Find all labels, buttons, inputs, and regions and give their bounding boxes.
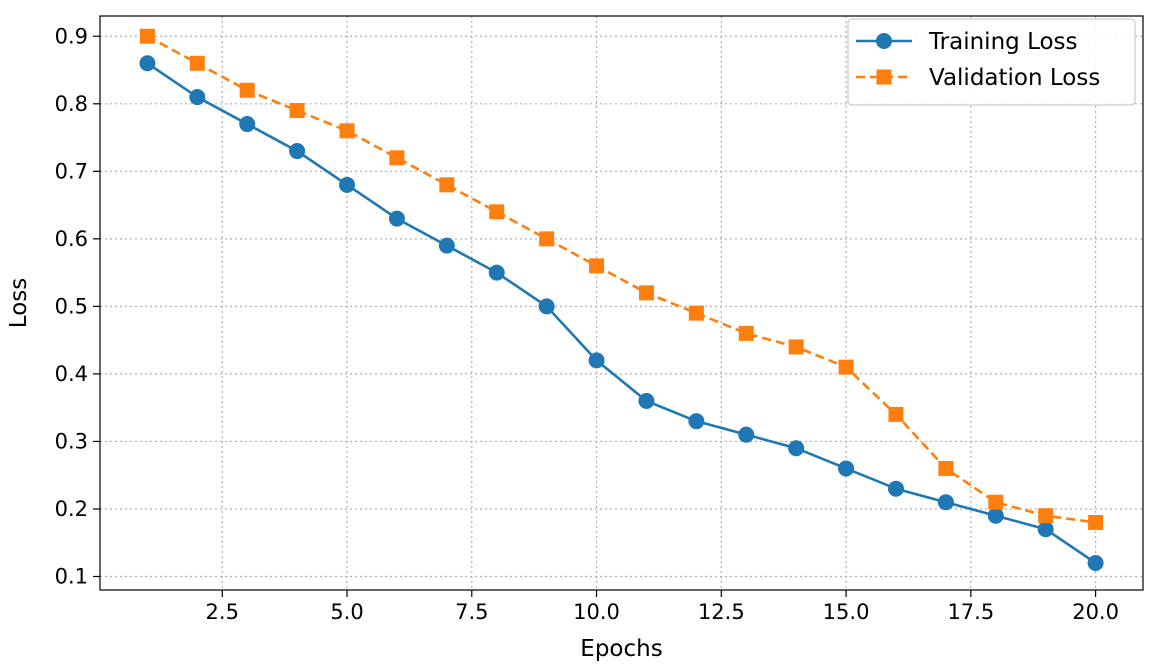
validation-loss-point — [738, 325, 754, 341]
x-tick-label: 7.5 — [455, 600, 488, 624]
validation-loss-point — [289, 103, 305, 119]
training-loss-point — [688, 413, 705, 430]
training-loss-point — [438, 237, 455, 254]
training-loss-point — [1087, 554, 1104, 571]
validation-loss-point — [638, 285, 654, 301]
y-axis-label: Loss — [6, 278, 32, 328]
y-tick-label: 0.9 — [55, 24, 88, 48]
y-tick-label: 0.3 — [55, 429, 88, 453]
legend-marker-validation — [876, 69, 892, 85]
training-loss-point — [738, 426, 755, 443]
y-tick-label: 0.7 — [55, 159, 88, 183]
x-tick-label: 15.0 — [823, 600, 870, 624]
training-loss-point — [339, 176, 356, 193]
training-loss-point — [887, 480, 904, 497]
legend-marker-training — [876, 33, 892, 49]
y-tick-label: 0.8 — [55, 92, 88, 116]
validation-loss-point — [439, 177, 455, 193]
y-tick-label: 0.1 — [55, 564, 88, 588]
training-loss-point — [239, 116, 256, 133]
training-loss-point — [937, 494, 954, 511]
validation-loss-point — [888, 406, 904, 422]
validation-loss-point — [139, 28, 155, 44]
legend-label-validation: Validation Loss — [929, 65, 1100, 91]
x-tick-label: 10.0 — [573, 600, 620, 624]
training-loss-point — [588, 352, 605, 369]
validation-loss-point — [1038, 508, 1054, 524]
training-loss-point — [638, 392, 655, 409]
series-layer — [139, 28, 1104, 571]
plot-frame — [99, 15, 1144, 591]
x-tick-label: 20.0 — [1072, 600, 1119, 624]
training-loss-point — [488, 264, 505, 281]
training-loss-point — [838, 460, 855, 477]
validation-loss-point — [389, 150, 405, 166]
validation-loss-point — [239, 82, 255, 98]
validation-loss-point — [189, 55, 205, 71]
validation-loss-point — [788, 339, 804, 355]
validation-loss-point — [489, 204, 505, 220]
y-tick-label: 0.5 — [55, 294, 88, 318]
y-tick-label: 0.6 — [55, 227, 88, 251]
x-axis-label: Epochs — [580, 636, 662, 662]
training-loss-point — [788, 440, 805, 457]
training-loss-point — [538, 298, 555, 315]
validation-loss-point — [339, 123, 355, 139]
training-loss-point — [139, 55, 156, 72]
validation-loss-point — [688, 305, 704, 321]
validation-loss-point — [838, 359, 854, 375]
validation-loss-point — [539, 231, 555, 247]
validation-loss-line — [146, 35, 1096, 524]
validation-loss-point — [938, 460, 954, 476]
x-tick-label: 2.5 — [206, 600, 239, 624]
training-loss-point — [289, 143, 306, 160]
training-loss-point — [388, 210, 405, 227]
x-tick-label: 17.5 — [947, 600, 994, 624]
validation-loss-point — [988, 494, 1004, 510]
legend-box — [847, 18, 1136, 106]
validation-loss-point — [1088, 514, 1104, 530]
validation-loss-point — [589, 258, 605, 274]
training-loss-point — [189, 89, 206, 106]
legend-label-training: Training Loss — [928, 29, 1078, 55]
training-loss-point — [987, 507, 1004, 524]
training-loss-line — [146, 62, 1097, 565]
legend: Training Loss Validation Loss — [847, 18, 1136, 106]
y-tick-label: 0.4 — [55, 362, 88, 386]
grid — [100, 16, 1143, 590]
x-tick-label: 5.0 — [330, 600, 363, 624]
x-tick-label: 12.5 — [698, 600, 745, 624]
ticks-layer: 2.5 5.0 7.5 10.0 12.5 15.0 17.5 20.0 0.1 0.2 0.3 0.… — [55, 24, 1119, 624]
training-loss-point — [1037, 521, 1054, 538]
y-tick-label: 0.2 — [55, 497, 88, 521]
